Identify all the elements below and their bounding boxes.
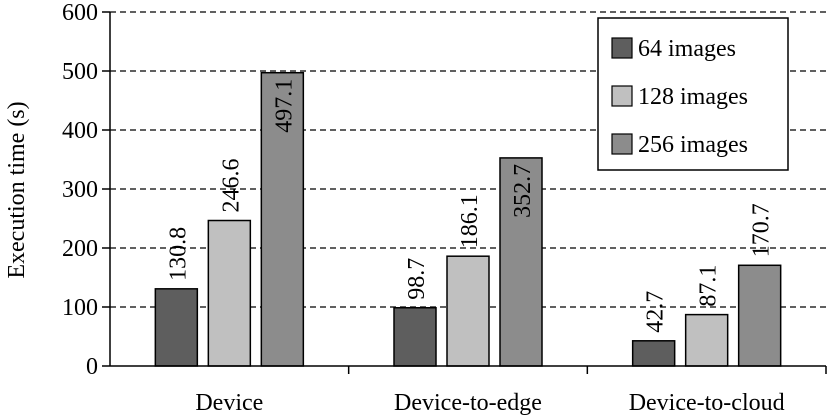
bar [631,340,676,367]
data-label: 186.1 [457,194,483,248]
legend-label: 128 images [638,84,748,110]
data-label: 42.7 [643,291,669,333]
bar [737,264,782,367]
bars [154,71,782,367]
data-label: 170.7 [749,203,775,257]
y-tick-label: 600 [62,0,98,26]
y-tick-labels: 0 100 200 300 400 500 600 [62,0,110,380]
bar [684,313,729,367]
y-tick-label: 500 [62,59,98,85]
y-tick-label: 0 [86,354,98,380]
bar [499,157,543,367]
y-tick-label: 100 [62,295,98,321]
data-label: 87.1 [696,265,722,307]
bar [393,307,437,367]
legend-label: 64 images [638,36,736,62]
data-label: 352.7 [510,164,536,218]
x-category-labels: Device Device-to-edge Device-to-cloud [195,390,784,416]
legend-swatch [611,133,633,155]
x-category-label: Device [195,390,263,416]
bar [260,71,305,367]
x-category-label: Device-to-edge [394,390,542,416]
legend-swatch [611,85,633,107]
data-label: 130.8 [165,227,191,281]
data-label: 98.7 [404,258,430,300]
y-axis-title: Execution time (s) [4,101,30,278]
x-category-label: Device-to-cloud [629,390,785,416]
y-tick-label: 300 [62,177,98,203]
bar [154,288,199,367]
bar [207,219,252,367]
data-label: 246.6 [218,159,244,213]
legend-swatch [611,37,633,59]
data-labels: 130.8 246.6 497.1 98.7 186.1 352.7 42.7 87.1 170… [165,79,774,333]
y-tick-label: 200 [62,236,98,262]
legend: 64 images 128 images 256 images [597,17,789,171]
data-label: 497.1 [271,79,297,133]
bar [446,255,490,367]
y-tick-label: 400 [62,118,98,144]
legend-label: 256 images [638,132,748,158]
